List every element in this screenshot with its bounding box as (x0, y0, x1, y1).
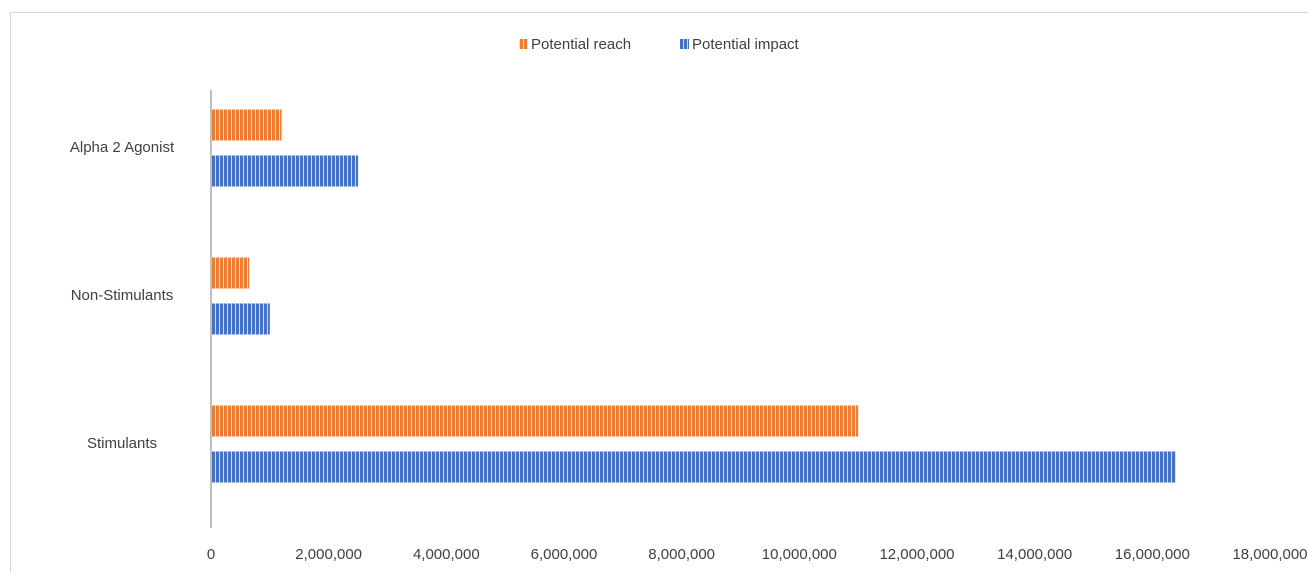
category-label-stimulants: Stimulants (87, 435, 157, 452)
x-tick-label: 10,000,000 (762, 546, 837, 563)
x-tick-label: 14,000,000 (997, 546, 1072, 563)
category-label-non-stimulants: Non-Stimulants (71, 287, 174, 304)
bar-stimulants-potential-impact (211, 451, 1176, 483)
legend: Potential reach Potential impact (519, 36, 800, 53)
x-axis-ticks: 0 2,000,000 4,000,000 6,000,000 8,000,000 10,… (207, 546, 1308, 563)
x-tick-label: 8,000,000 (648, 546, 715, 563)
bar-alpha-2-agonist-potential-impact (211, 155, 359, 187)
bars (211, 109, 1176, 483)
legend-label-potential-impact: Potential impact (692, 36, 800, 53)
bar-non-stimulants-potential-impact (211, 303, 270, 335)
x-tick-label: 6,000,000 (531, 546, 598, 563)
x-tick-label: 2,000,000 (295, 546, 362, 563)
legend-swatch-potential-impact (680, 39, 689, 49)
x-tick-label: 0 (207, 546, 215, 563)
bar-stimulants-potential-reach (211, 405, 859, 437)
category-labels: Alpha 2 Agonist Non-Stimulants Stimulants (70, 139, 175, 452)
x-tick-label: 18,000,000 (1232, 546, 1307, 563)
x-tick-label: 12,000,000 (879, 546, 954, 563)
x-tick-label: 4,000,000 (413, 546, 480, 563)
legend-item-potential-reach: Potential reach (519, 36, 631, 53)
category-label-alpha-2-agonist: Alpha 2 Agonist (70, 139, 175, 156)
legend-item-potential-impact: Potential impact (680, 36, 800, 53)
x-tick-label: 16,000,000 (1115, 546, 1190, 563)
bar-alpha-2-agonist-potential-reach (211, 109, 282, 141)
bar-non-stimulants-potential-reach (211, 257, 250, 289)
legend-swatch-potential-reach (519, 39, 528, 49)
legend-label-potential-reach: Potential reach (531, 36, 631, 53)
